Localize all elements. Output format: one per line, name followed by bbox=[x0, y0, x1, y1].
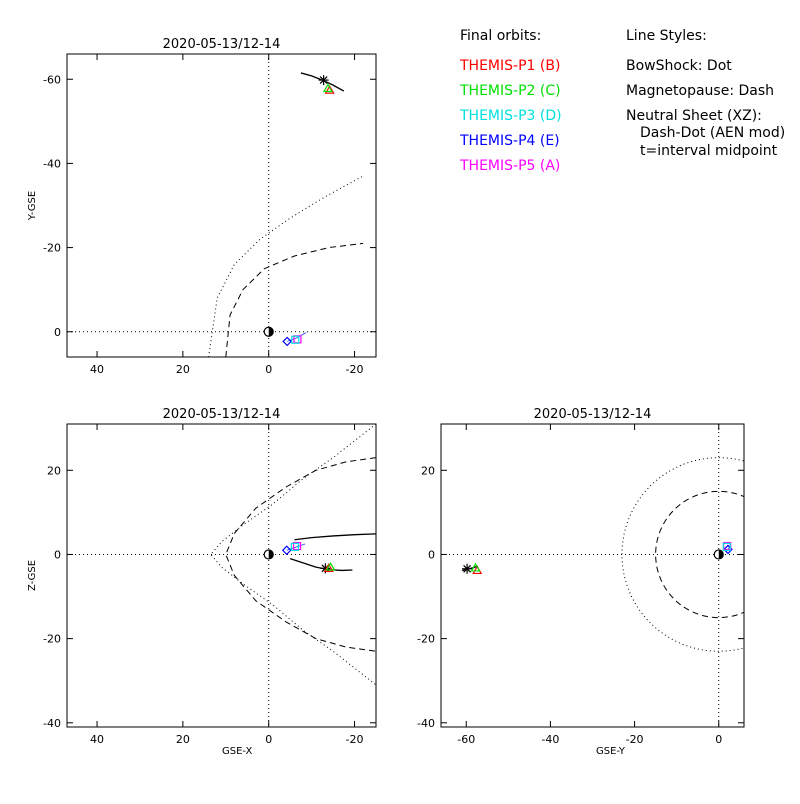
x-tick-label: -40 bbox=[541, 733, 559, 746]
inner-spacecraft-marker bbox=[291, 335, 300, 344]
x-tick-label: 40 bbox=[90, 363, 104, 376]
inner-spacecraft-marker bbox=[722, 542, 731, 551]
plot-frame bbox=[66, 53, 377, 358]
inner-spacecraft-marker bbox=[293, 335, 302, 344]
y-tick-label: -20 bbox=[417, 633, 435, 646]
y-axis-label: Y-GSE bbox=[27, 191, 38, 221]
y-tick-label: -40 bbox=[43, 157, 61, 170]
spacecraft-marker bbox=[324, 84, 335, 94]
chart-title: 2020-05-13/12-14 bbox=[534, 407, 652, 422]
legend-orbits-title: Final orbits: bbox=[460, 28, 541, 44]
spacecraft-marker bbox=[323, 563, 334, 572]
y-tick-label: -20 bbox=[43, 242, 61, 255]
plot-area bbox=[67, 54, 376, 357]
legend-styles-title: Line Styles: bbox=[626, 28, 707, 44]
x-tick-label: 20 bbox=[176, 363, 190, 376]
spacecraft-marker bbox=[322, 83, 333, 93]
bowshock-curve bbox=[208, 175, 364, 357]
y-tick-label: -20 bbox=[43, 633, 61, 646]
earth-shade-icon bbox=[268, 549, 274, 559]
x-tick-label: 20 bbox=[176, 733, 190, 746]
plot-area bbox=[441, 424, 744, 727]
panel-xz-plot: 2020-05-13/12-14 40 20 0 -20 20 0 -20 -40 GSE-X Z-… bbox=[27, 407, 377, 757]
y-tick-label: 0 bbox=[54, 548, 61, 561]
y-tick-label: 20 bbox=[47, 464, 61, 477]
bowshock-circle bbox=[621, 457, 744, 652]
x-tick-label: 40 bbox=[90, 733, 104, 746]
x-tick-label: -20 bbox=[346, 363, 364, 376]
y-axis-label: Z-GSE bbox=[27, 560, 38, 591]
y-tick-label: 0 bbox=[428, 548, 435, 561]
magnetopause-curve bbox=[225, 457, 376, 652]
legend-orbit-p1: THEMIS-P1 (B) bbox=[459, 58, 560, 74]
y-tick-label: -40 bbox=[43, 717, 61, 730]
legend-orbit-p4: THEMIS-P4 (E) bbox=[459, 133, 560, 149]
x-axis-label: GSE-Y bbox=[596, 746, 626, 757]
legend-style-midpoint: t=interval midpoint bbox=[640, 143, 778, 159]
x-tick-label: -60 bbox=[457, 733, 475, 746]
panel-yz-plot: 2020-05-13/12-14 -60 -40 -20 0 20 0 -20 -40 GSE-Y bbox=[417, 407, 745, 757]
y-tick-label: 0 bbox=[54, 326, 61, 339]
earth-shade-icon bbox=[268, 327, 274, 337]
inner-spacecraft-marker bbox=[290, 542, 299, 551]
legend-orbit-p3: THEMIS-P3 (D) bbox=[459, 108, 562, 124]
x-tick-label: 0 bbox=[265, 363, 272, 376]
spacecraft-marker bbox=[325, 561, 336, 571]
panel-xy-plot: 2020-05-13/12-14 40 20 0 -20 -60 -40 -20 0 Y-GSE bbox=[27, 37, 377, 376]
spacecraft-marker bbox=[470, 562, 481, 572]
asterisk-stroke bbox=[319, 76, 328, 85]
x-tick-label: 0 bbox=[265, 733, 272, 746]
plot-frame bbox=[66, 423, 377, 728]
x-tick-label: -20 bbox=[626, 733, 644, 746]
legend-orbit-p5: THEMIS-P5 (A) bbox=[459, 158, 560, 174]
spacecraft-asterisk-icon bbox=[318, 75, 329, 86]
magnetopause-curve bbox=[225, 242, 364, 357]
orbit-track bbox=[294, 533, 376, 541]
legend-orbit-p2: THEMIS-P2 (C) bbox=[459, 83, 561, 99]
chart-title: 2020-05-13/12-14 bbox=[163, 407, 281, 422]
earth-shade-icon bbox=[718, 549, 724, 559]
asterisk-stroke bbox=[463, 564, 472, 573]
legend-style-neutral-sheet: Neutral Sheet (XZ): bbox=[626, 108, 762, 124]
inner-spacecraft-marker bbox=[292, 541, 302, 551]
chart-title: 2020-05-13/12-14 bbox=[163, 37, 281, 52]
y-tick-label: -40 bbox=[417, 717, 435, 730]
legend-style-magnetopause: Magnetopause: Dash bbox=[626, 83, 774, 99]
plot-frame bbox=[440, 423, 745, 728]
legend: Final orbits: THEMIS-P1 (B) THEMIS-P2 (C… bbox=[459, 28, 785, 174]
inner-spacecraft-marker bbox=[282, 336, 293, 347]
x-axis-label: GSE-X bbox=[222, 746, 253, 757]
y-tick-label: -60 bbox=[43, 73, 61, 86]
legend-style-bowshock: BowShock: Dot bbox=[626, 58, 732, 74]
x-tick-label: 0 bbox=[715, 733, 722, 746]
plot-area bbox=[67, 424, 376, 727]
spacecraft-asterisk-icon bbox=[462, 563, 473, 574]
x-tick-label: -20 bbox=[346, 733, 364, 746]
legend-style-dash-dot: Dash-Dot (AEN mod) bbox=[640, 125, 785, 141]
inner-spacecraft-marker bbox=[281, 545, 292, 556]
y-tick-label: 20 bbox=[421, 464, 435, 477]
